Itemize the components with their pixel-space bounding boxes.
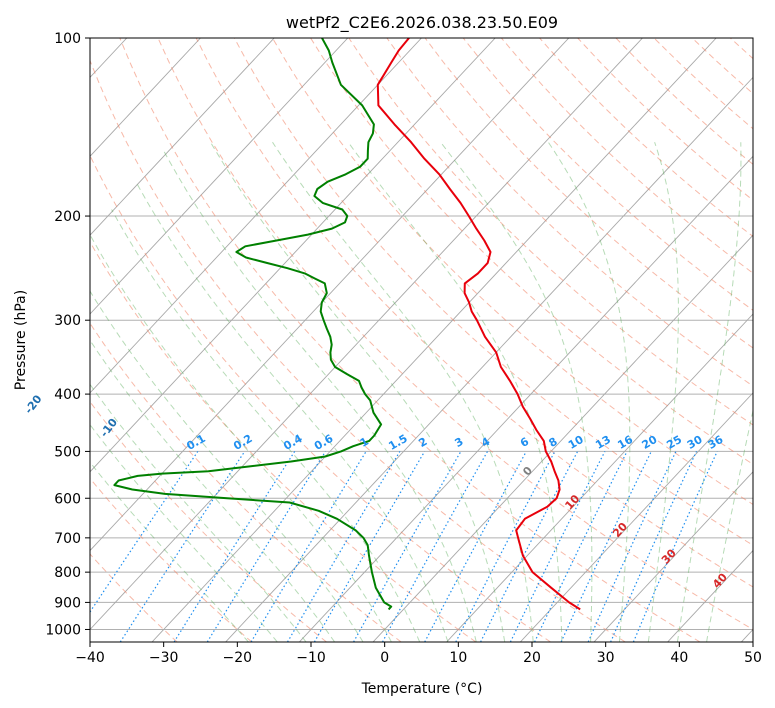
y-tick-label: 200 bbox=[54, 209, 81, 225]
dry-adiabat-line bbox=[462, 38, 753, 311]
y-tick-label: 300 bbox=[54, 313, 81, 329]
dewpoint-line bbox=[113, 38, 393, 611]
mixing-ratio-line bbox=[632, 451, 718, 642]
moist-adiabat-line bbox=[163, 150, 477, 642]
mixing-ratio-line bbox=[610, 451, 698, 642]
moist-adiabat-line bbox=[706, 408, 753, 642]
y-tick-label: 100 bbox=[54, 31, 81, 47]
dry-adiabat-line bbox=[90, 477, 253, 642]
isotherm-line bbox=[90, 38, 201, 157]
moist-adiabat-line bbox=[135, 181, 449, 642]
dry-adiabat-line bbox=[119, 38, 701, 642]
moist-adiabat-line bbox=[90, 423, 278, 642]
isotherm-line bbox=[519, 392, 753, 642]
background-lines bbox=[90, 38, 753, 642]
isotherm-line bbox=[90, 38, 643, 631]
moist-adiabat-line bbox=[547, 141, 631, 642]
mixing-ratio-line bbox=[206, 451, 327, 642]
x-tick-label: 0 bbox=[380, 650, 389, 666]
isotherm-line bbox=[90, 38, 349, 315]
isotherm-line bbox=[593, 471, 753, 642]
dry-adiabat-line bbox=[90, 553, 178, 642]
dry-adiabat-line bbox=[424, 38, 753, 349]
y-tick-label: 900 bbox=[54, 595, 81, 611]
mixing-ratio-line bbox=[381, 451, 489, 642]
profile-lines bbox=[113, 38, 581, 611]
chart-title: wetPf2_C2E6.2026.038.23.50.E09 bbox=[286, 13, 558, 33]
x-tick-label: 50 bbox=[744, 650, 762, 666]
isotherm-line bbox=[90, 38, 422, 394]
moist-adiabat-line bbox=[111, 209, 421, 642]
y-tick-label: 800 bbox=[54, 565, 81, 581]
moist-adiabat-line bbox=[90, 383, 307, 642]
moist-adiabat-line bbox=[90, 290, 364, 642]
mixing-ratio-line bbox=[353, 451, 462, 642]
isotherm-line bbox=[298, 155, 753, 642]
mixing-ratio-line bbox=[119, 451, 246, 642]
dry-adiabat-line bbox=[90, 241, 477, 642]
temperature-line bbox=[376, 38, 581, 611]
y-tick-label: 400 bbox=[54, 387, 81, 403]
y-tick-label: 500 bbox=[54, 444, 81, 460]
x-axis-label: Temperature (°C) bbox=[361, 681, 483, 697]
x-tick-label: −20 bbox=[223, 650, 253, 666]
moist-adiabat-line bbox=[676, 142, 742, 642]
isotherm-line bbox=[446, 313, 753, 642]
moist-adiabat-line bbox=[647, 142, 679, 642]
dry-adiabat-line bbox=[272, 38, 753, 506]
moist-adiabat-line bbox=[210, 141, 506, 642]
mixing-ratio-line bbox=[173, 451, 296, 642]
y-tick-label: 600 bbox=[54, 491, 81, 507]
moist-adiabat-line bbox=[440, 141, 593, 642]
isotherm-line bbox=[90, 38, 496, 473]
moist-adiabat-line bbox=[90, 339, 336, 642]
isotherm-line bbox=[225, 76, 753, 642]
moist-adiabat-line bbox=[90, 234, 392, 642]
moist-adiabat-line bbox=[347, 141, 563, 642]
plot-frame bbox=[89, 37, 754, 643]
x-tick-label: −10 bbox=[296, 650, 326, 666]
dry-adiabat-line bbox=[195, 38, 753, 588]
isotherm-line bbox=[90, 38, 570, 552]
mixing-ratio-line bbox=[424, 451, 527, 642]
isotherm-line bbox=[151, 38, 717, 642]
y-tick-label: 1000 bbox=[45, 622, 81, 638]
dry-adiabat-line bbox=[90, 154, 551, 642]
x-tick-label: 40 bbox=[670, 650, 688, 666]
x-tick-label: −40 bbox=[75, 650, 105, 666]
moist-adiabat-line bbox=[90, 461, 249, 642]
dry-adiabat-line bbox=[157, 38, 753, 631]
isotherm-line bbox=[90, 38, 275, 236]
x-tick-label: 10 bbox=[449, 650, 467, 666]
dry-adiabat-line bbox=[233, 38, 753, 546]
axes: −40 −30 −20 −10 0 10 20 30 40 50 100 200 300 400 500 60… bbox=[45, 31, 762, 666]
x-tick-label: −30 bbox=[149, 650, 179, 666]
y-axis-label: Pressure (hPa) bbox=[13, 290, 29, 390]
mixing-ratio-line bbox=[509, 451, 606, 642]
dry-adiabat-line bbox=[90, 59, 626, 642]
mixing-ratio-line bbox=[480, 451, 579, 642]
x-tick-label: 30 bbox=[597, 650, 615, 666]
x-tick-label: 20 bbox=[523, 650, 541, 666]
moist-adiabat-line bbox=[272, 141, 534, 642]
isotherm-line bbox=[372, 234, 753, 642]
y-tick-label: 700 bbox=[54, 531, 81, 547]
